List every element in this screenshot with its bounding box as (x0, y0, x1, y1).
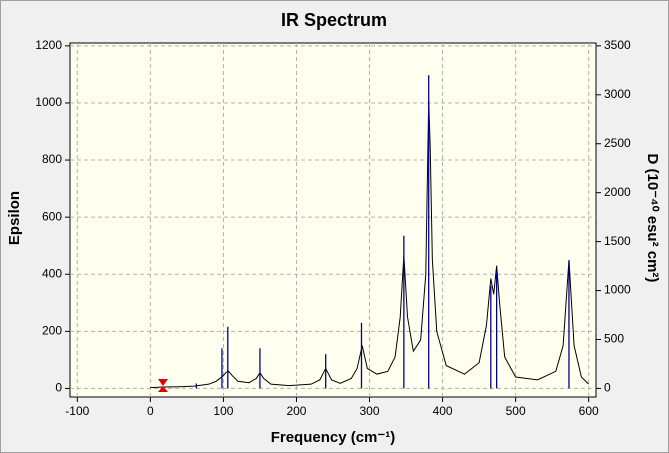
y2-axis-label: D (10⁻⁴⁰ esu² cm²) (644, 154, 661, 283)
x-axis-label: Frequency (cm⁻¹) (271, 429, 396, 446)
spectrum-line (150, 100, 590, 389)
x-tick-label: 300 (360, 404, 380, 418)
plot-area (69, 42, 597, 398)
y-tick-label: 1200 (35, 38, 62, 52)
y2-tick-label: 1500 (604, 234, 631, 248)
y-tick-label: 800 (42, 152, 62, 166)
y-tick-label: 0 (55, 381, 62, 395)
chart-title: IR Spectrum (281, 10, 387, 30)
y-axis-label: Epsilon (6, 191, 23, 245)
x-tick-label: 100 (213, 404, 233, 418)
x-tick-label: 0 (147, 404, 154, 418)
y-tick-label: 400 (42, 266, 62, 280)
y2-tick-label: 3000 (604, 87, 631, 101)
x-tick-label: -100 (65, 404, 89, 418)
cursor-marker (158, 379, 168, 392)
x-tick-label: 400 (433, 404, 453, 418)
x-tick-label: 200 (286, 404, 306, 418)
y2-tick-label: 1000 (604, 283, 631, 297)
y-tick-label: 1000 (35, 95, 62, 109)
y2-tick-label: 3500 (604, 38, 631, 52)
y2-tick-label: 0 (604, 381, 611, 395)
y2-tick-label: 2500 (604, 136, 631, 150)
x-tick-label: 600 (579, 404, 599, 418)
y-tick-label: 200 (42, 324, 62, 338)
x-tick-label: 500 (506, 404, 526, 418)
y2-tick-label: 2000 (604, 185, 631, 199)
y2-tick-label: 500 (604, 332, 624, 346)
y-tick-label: 600 (42, 209, 62, 223)
